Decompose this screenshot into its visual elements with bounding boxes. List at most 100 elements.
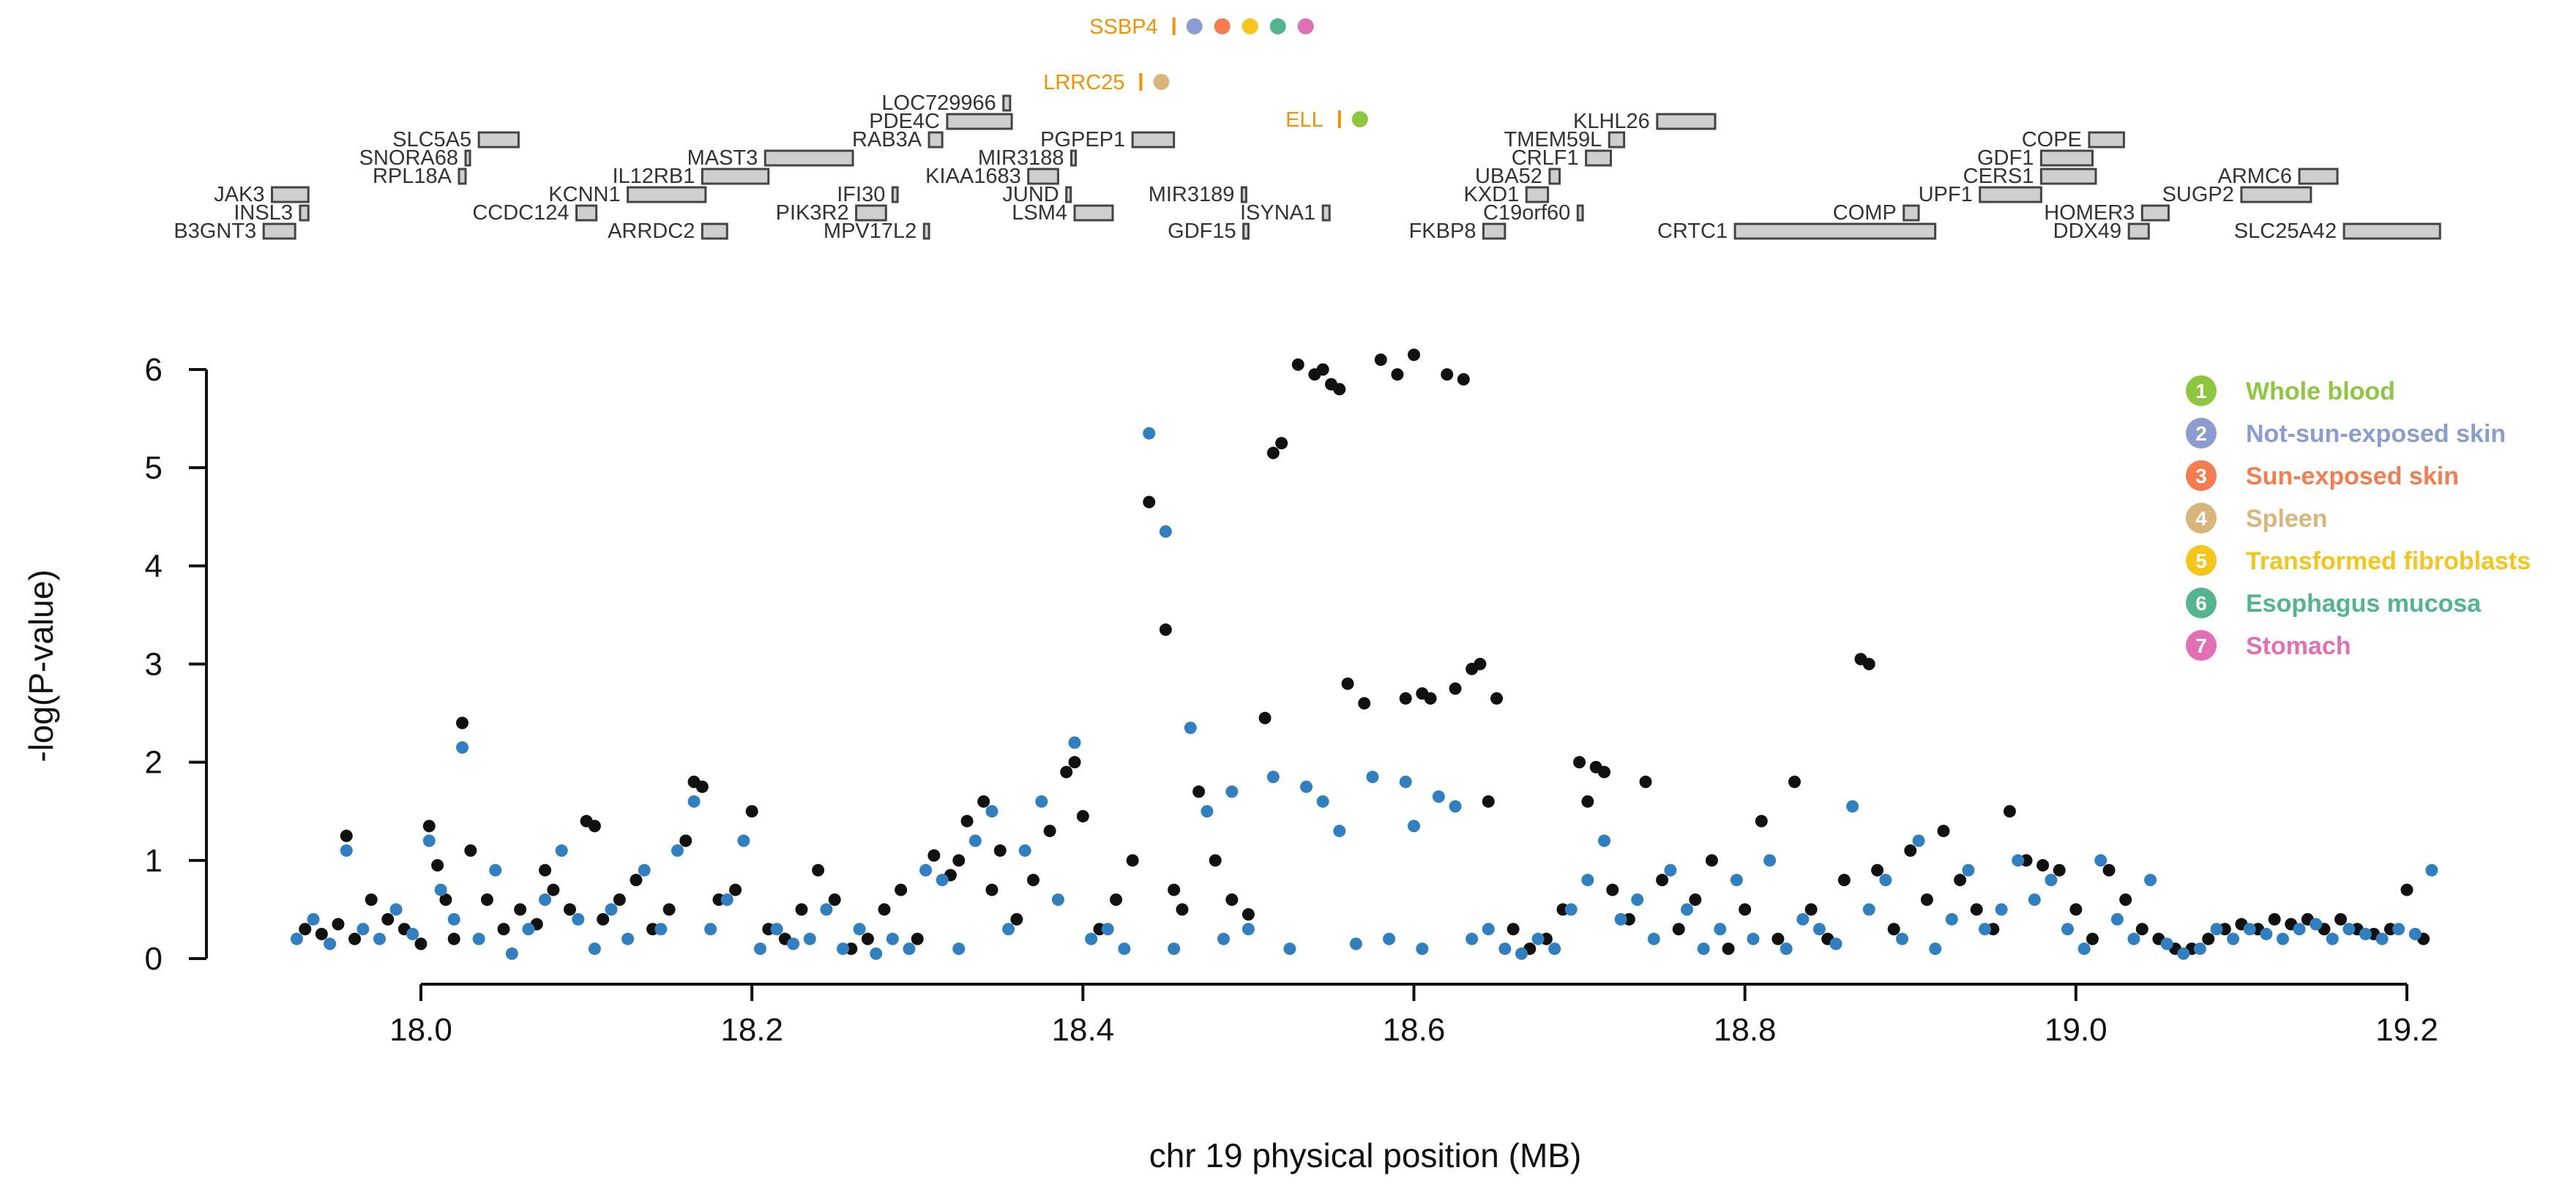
primary-point bbox=[1507, 923, 1520, 936]
gene-box bbox=[1525, 186, 1550, 203]
secondary-point bbox=[936, 874, 949, 887]
gene-label: MAST3 bbox=[687, 146, 758, 170]
primary-point bbox=[1333, 383, 1346, 396]
primary-point bbox=[1573, 756, 1586, 769]
primary-point bbox=[439, 893, 452, 906]
secondary-point bbox=[1747, 932, 1760, 945]
secondary-point bbox=[2293, 923, 2306, 936]
x-tick-label: 18.2 bbox=[720, 1012, 783, 1048]
gene-box bbox=[946, 113, 1013, 130]
secondary-point bbox=[753, 942, 766, 956]
gene-label: COMP bbox=[1833, 201, 1897, 225]
gene-box bbox=[2127, 222, 2150, 240]
secondary-point bbox=[1515, 947, 1528, 960]
y-tick-label: 2 bbox=[145, 745, 163, 781]
x-tick-label: 19.0 bbox=[2045, 1012, 2108, 1048]
primary-point bbox=[1772, 932, 1785, 945]
primary-point bbox=[299, 923, 312, 936]
gene-box bbox=[299, 204, 310, 222]
primary-point bbox=[1043, 825, 1056, 838]
primary-point bbox=[539, 863, 552, 877]
gene-box bbox=[891, 186, 899, 203]
secondary-point bbox=[1242, 923, 1255, 936]
secondary-point bbox=[1283, 942, 1296, 956]
primary-point bbox=[1126, 854, 1139, 867]
primary-point bbox=[1275, 437, 1288, 450]
secondary-point bbox=[2045, 874, 2058, 887]
gene-box bbox=[701, 168, 770, 185]
secondary-point bbox=[2028, 893, 2041, 906]
y-tick-label: 1 bbox=[145, 843, 163, 879]
tissue-dot bbox=[1214, 18, 1231, 34]
primary-point bbox=[1722, 942, 1735, 956]
secondary-point bbox=[2061, 923, 2075, 936]
gene-box bbox=[1027, 168, 1059, 185]
secondary-point bbox=[1531, 932, 1545, 945]
primary-point bbox=[464, 844, 477, 857]
gene-label: FKBP8 bbox=[1409, 220, 1476, 243]
primary-point bbox=[588, 820, 601, 833]
secondary-point bbox=[1316, 795, 1329, 808]
primary-point bbox=[927, 849, 941, 862]
gene-box bbox=[855, 204, 887, 222]
primary-point bbox=[2268, 912, 2281, 926]
primary-point bbox=[1457, 372, 1470, 386]
primary-point bbox=[1887, 923, 1900, 936]
legend-number: 2 bbox=[2195, 422, 2207, 445]
secondary-point bbox=[1995, 903, 2008, 916]
primary-point bbox=[828, 893, 841, 906]
primary-point bbox=[1672, 923, 1685, 936]
secondary-point bbox=[1201, 805, 1214, 818]
primary-point bbox=[1739, 903, 1752, 916]
secondary-point bbox=[1912, 834, 1925, 847]
gene-box bbox=[1979, 186, 2042, 203]
tissue-dot bbox=[1269, 18, 1286, 34]
gene-label: GDF1 bbox=[1977, 146, 2034, 170]
primary-point bbox=[1076, 809, 1089, 822]
gene-box bbox=[1656, 113, 1717, 130]
secondary-point bbox=[1714, 923, 1727, 936]
secondary-point bbox=[1780, 942, 1793, 956]
secondary-point bbox=[2375, 932, 2389, 945]
primary-point bbox=[1639, 776, 1652, 788]
gene-box bbox=[2240, 186, 2312, 203]
primary-point bbox=[2202, 932, 2215, 945]
gene-box bbox=[2140, 204, 2170, 222]
gene-label: LSM4 bbox=[1012, 201, 1067, 225]
secondary-point bbox=[1466, 932, 1479, 945]
primary-point bbox=[895, 883, 908, 896]
secondary-point bbox=[1168, 942, 1181, 956]
secondary-point bbox=[555, 844, 568, 857]
gene-box bbox=[262, 222, 296, 240]
secondary-point bbox=[2127, 932, 2140, 945]
secondary-point bbox=[720, 893, 733, 906]
primary-point bbox=[861, 932, 874, 945]
primary-point bbox=[563, 903, 576, 916]
secondary-point bbox=[2077, 942, 2091, 956]
gene-box bbox=[2342, 222, 2441, 240]
secondary-point bbox=[1266, 771, 1280, 784]
gene-label: CERS1 bbox=[1963, 165, 2034, 188]
gene-label: RPL18A bbox=[373, 165, 452, 188]
secondary-point bbox=[2243, 923, 2256, 936]
gene-label: SLC5A5 bbox=[392, 128, 471, 151]
secondary-point bbox=[654, 923, 668, 936]
secondary-point bbox=[1664, 863, 1677, 877]
secondary-point bbox=[985, 805, 998, 818]
secondary-point bbox=[2227, 932, 2240, 945]
x-tick-label: 18.0 bbox=[389, 1012, 452, 1048]
gene-label: COPE bbox=[2022, 128, 2082, 151]
gene-label: SUGP2 bbox=[2162, 183, 2234, 206]
primary-point bbox=[381, 912, 395, 926]
gene-box bbox=[1065, 186, 1072, 203]
gene-label: KCNN1 bbox=[548, 183, 620, 206]
primary-point bbox=[2102, 863, 2116, 877]
secondary-point bbox=[2144, 874, 2157, 887]
legend-marker bbox=[2186, 460, 2217, 491]
gene-label: CCDC124 bbox=[472, 201, 569, 225]
gene-label: MIR3189 bbox=[1149, 183, 1235, 206]
primary-point bbox=[1291, 358, 1304, 371]
primary-point bbox=[2036, 859, 2050, 872]
primary-point bbox=[1168, 883, 1181, 896]
secondary-point bbox=[2210, 923, 2223, 936]
